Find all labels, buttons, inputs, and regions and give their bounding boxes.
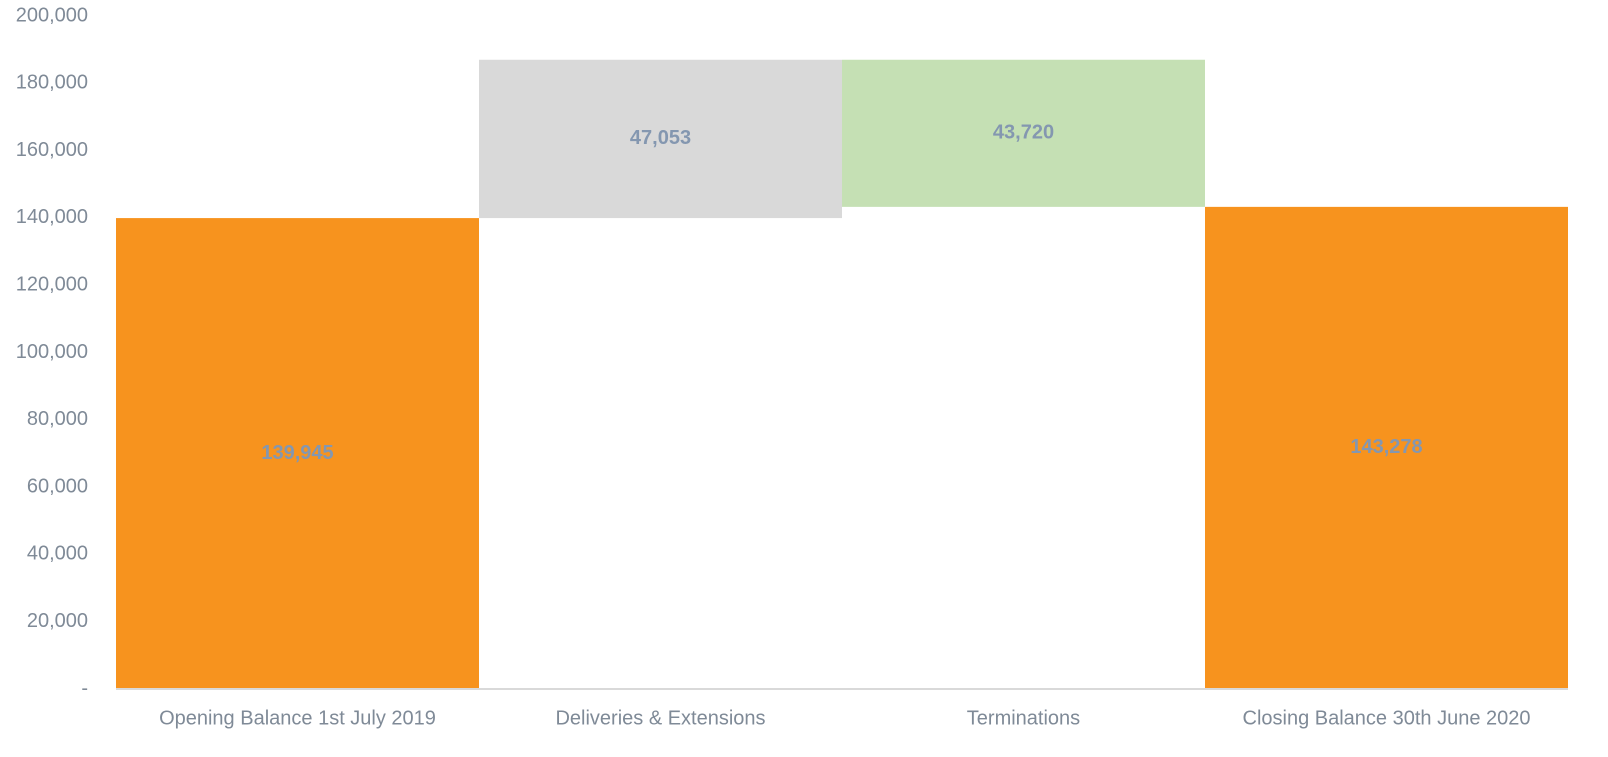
x-tick-label: Terminations xyxy=(967,707,1080,729)
bar xyxy=(116,218,479,689)
y-tick-label: - xyxy=(81,677,88,699)
y-tick-label: 140,000 xyxy=(16,206,88,228)
bar xyxy=(842,59,1205,207)
y-tick-label: 40,000 xyxy=(27,543,88,565)
data-label: 47,053 xyxy=(630,127,691,149)
data-label: 143,278 xyxy=(1350,436,1422,458)
data-label: 139,945 xyxy=(261,442,333,464)
x-tick-label: Opening Balance 1st July 2019 xyxy=(159,707,436,729)
y-tick-label: 60,000 xyxy=(27,475,88,497)
bar xyxy=(479,59,842,219)
y-tick-label: 120,000 xyxy=(16,273,88,295)
y-tick-label: 80,000 xyxy=(27,408,88,430)
x-tick-label: Deliveries & Extensions xyxy=(555,707,765,729)
y-tick-label: 200,000 xyxy=(16,4,88,26)
y-tick-label: 20,000 xyxy=(27,610,88,632)
bar xyxy=(1205,206,1568,689)
y-tick-label: 180,000 xyxy=(16,72,88,94)
x-tick-label: Closing Balance 30th June 2020 xyxy=(1243,707,1531,729)
data-label: 43,720 xyxy=(993,122,1054,144)
y-tick-label: 160,000 xyxy=(16,139,88,161)
y-tick-label: 100,000 xyxy=(16,341,88,363)
